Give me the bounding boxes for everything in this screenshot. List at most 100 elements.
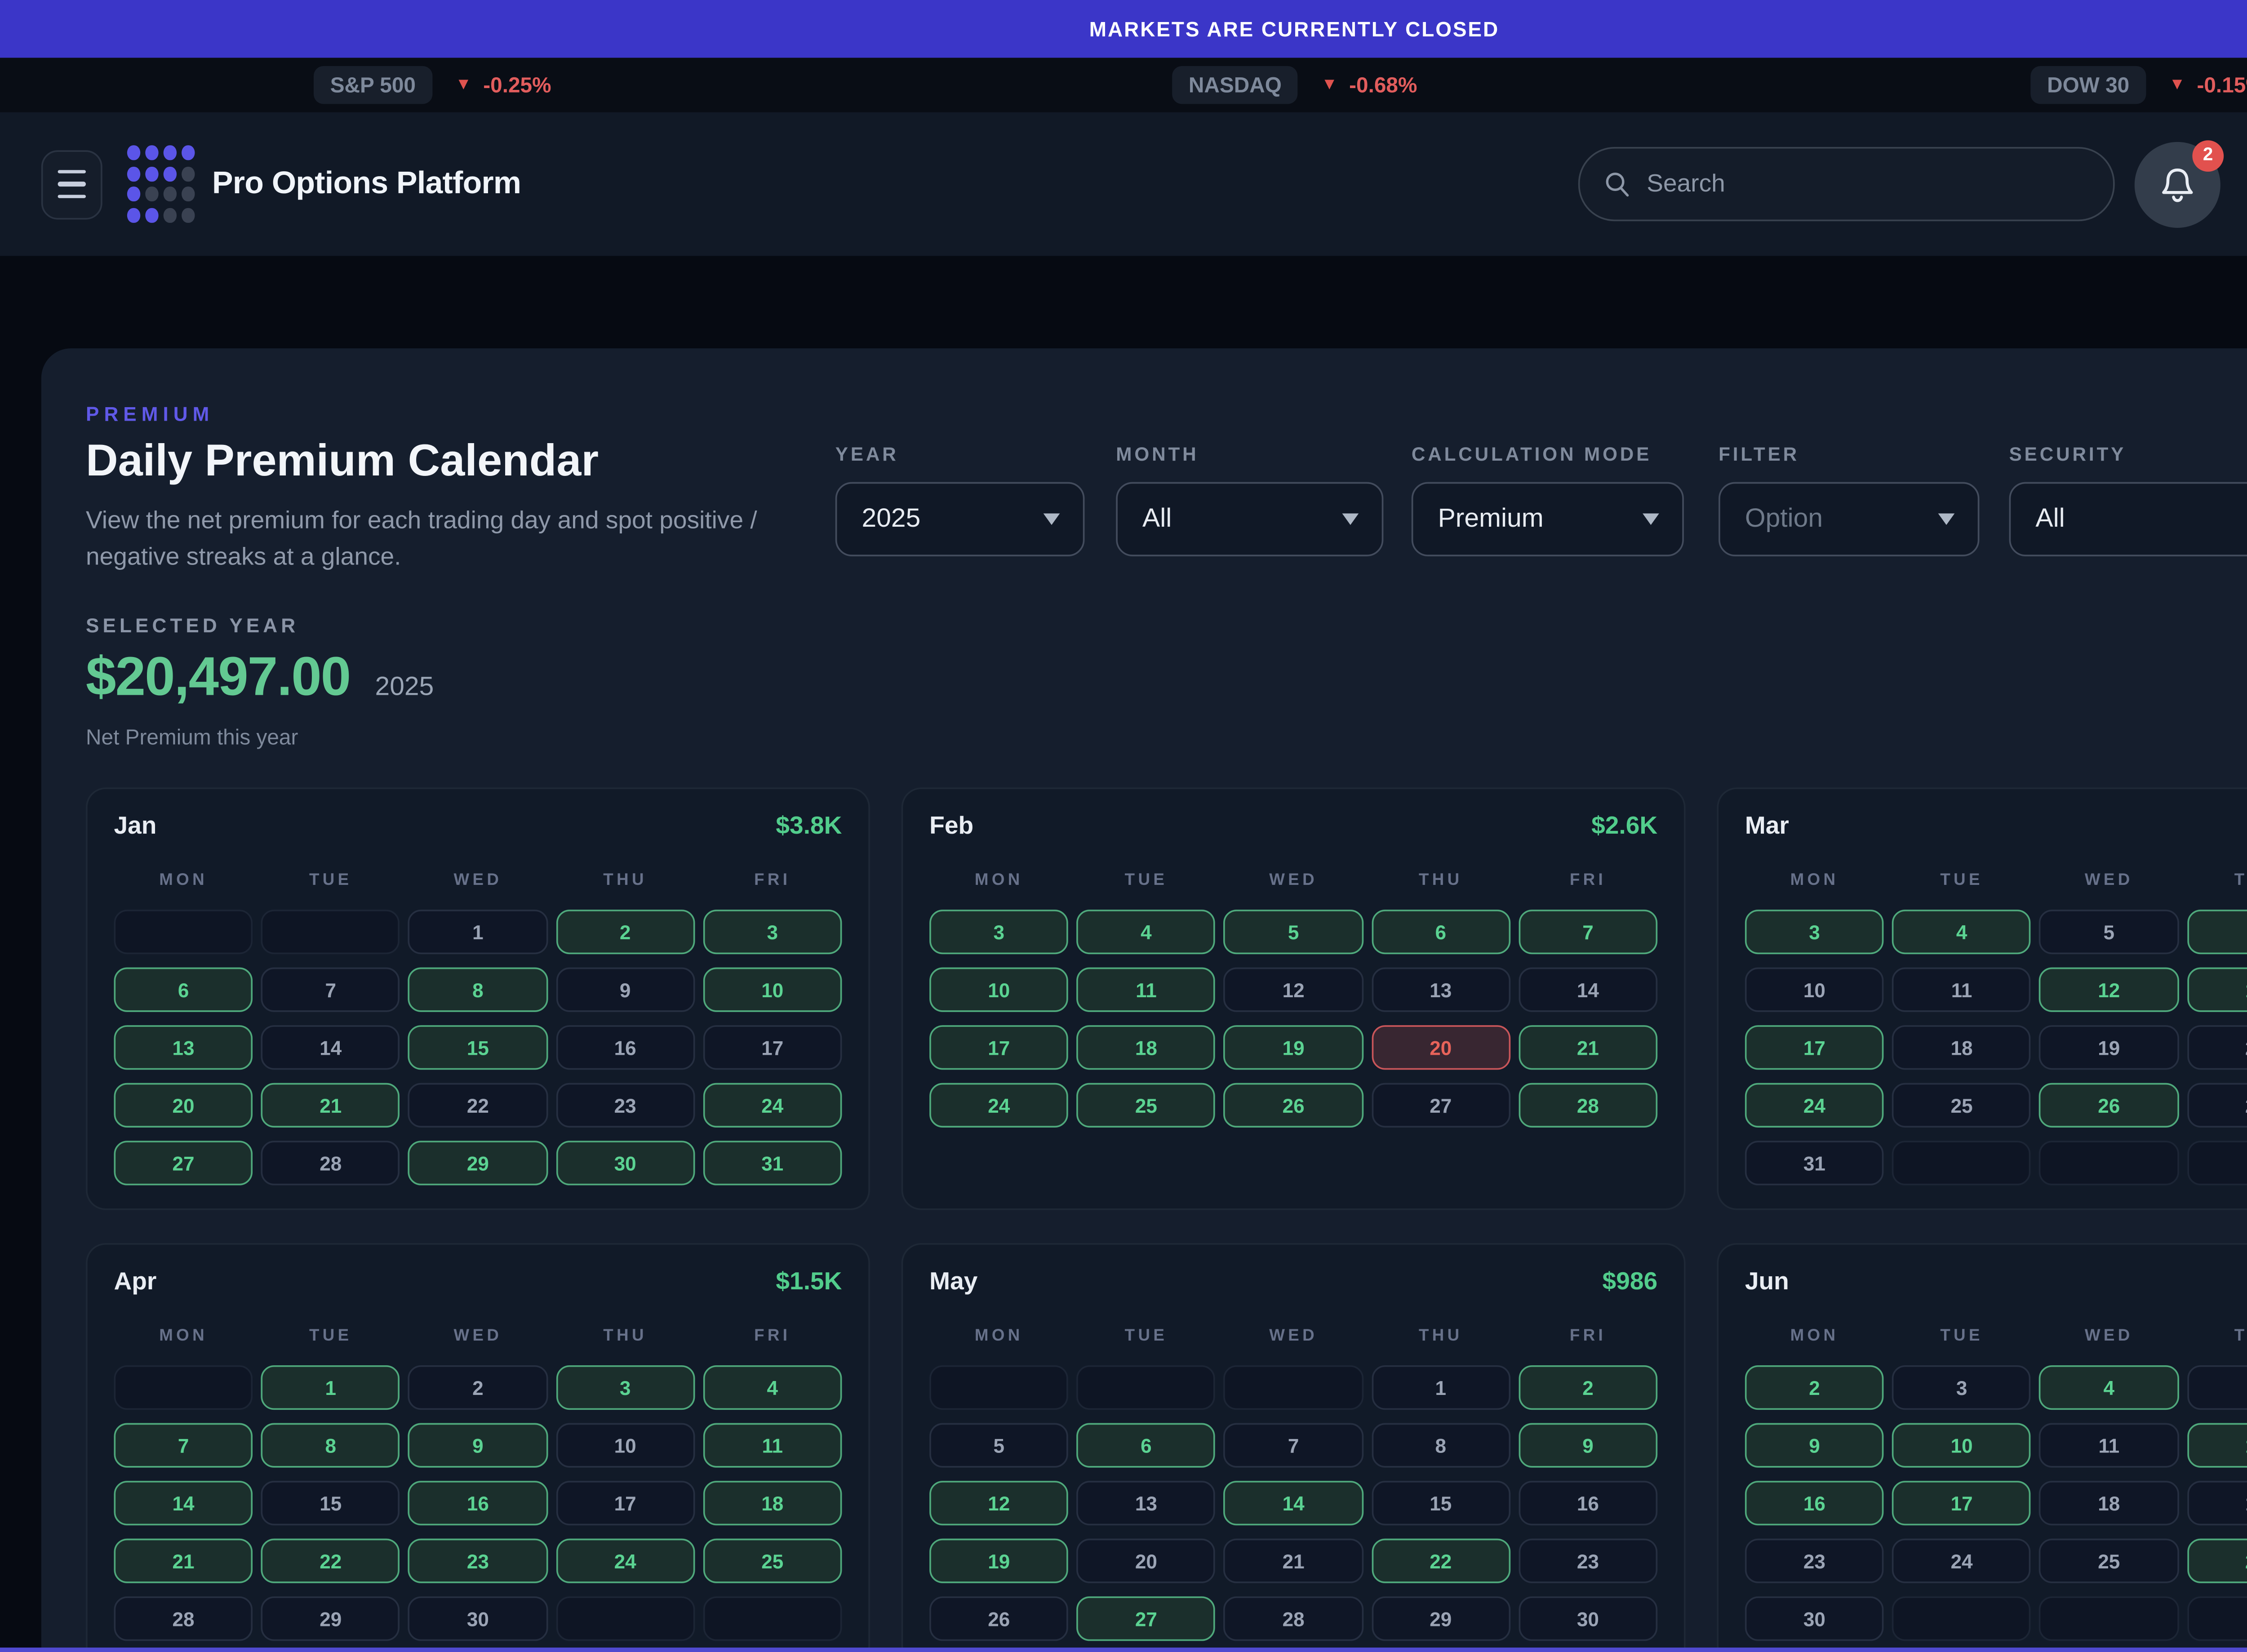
day-cell[interactable]: 28 (1224, 1596, 1363, 1641)
day-cell[interactable]: 17 (555, 1481, 695, 1526)
day-cell[interactable]: 29 (261, 1596, 400, 1641)
day-cell[interactable]: 20 (1371, 1025, 1510, 1070)
day-cell[interactable]: 17 (703, 1025, 842, 1070)
day-cell[interactable]: 28 (114, 1596, 253, 1641)
day-cell[interactable]: 22 (1371, 1538, 1510, 1583)
day-cell[interactable]: 19 (1224, 1025, 1363, 1070)
filter-select[interactable]: All (1116, 482, 1384, 556)
day-cell[interactable]: 25 (2039, 1538, 2179, 1583)
day-cell[interactable]: 26 (1224, 1083, 1363, 1128)
notifications-button[interactable]: 2 (2134, 139, 2224, 227)
filter-select[interactable]: All (2009, 482, 2247, 556)
day-cell[interactable]: 4 (1892, 910, 2031, 955)
day-cell[interactable]: 28 (261, 1141, 400, 1186)
day-cell[interactable]: 9 (1745, 1423, 1884, 1468)
day-cell[interactable]: 2 (408, 1365, 548, 1410)
day-cell[interactable]: 27 (2186, 1083, 2247, 1128)
day-cell[interactable]: 21 (261, 1083, 400, 1128)
day-cell[interactable]: 24 (555, 1538, 695, 1583)
day-cell[interactable]: 18 (703, 1481, 842, 1526)
search-input[interactable] (1647, 170, 2088, 198)
day-cell[interactable]: 30 (555, 1141, 695, 1186)
day-cell[interactable]: 5 (1224, 910, 1363, 955)
day-cell[interactable]: 17 (929, 1025, 1069, 1070)
day-cell[interactable]: 25 (1892, 1083, 2031, 1128)
day-cell[interactable]: 17 (1745, 1025, 1884, 1070)
day-cell[interactable]: 4 (1076, 910, 1216, 955)
day-cell[interactable]: 11 (1076, 967, 1216, 1012)
day-cell[interactable]: 1 (408, 910, 548, 955)
day-cell[interactable]: 29 (408, 1141, 548, 1186)
day-cell[interactable]: 22 (408, 1083, 548, 1128)
day-cell[interactable]: 10 (703, 967, 842, 1012)
day-cell[interactable]: 24 (703, 1083, 842, 1128)
day-cell[interactable]: 12 (1224, 967, 1363, 1012)
day-cell[interactable]: 16 (408, 1481, 548, 1526)
day-cell[interactable]: 4 (703, 1365, 842, 1410)
day-cell[interactable]: 18 (1076, 1025, 1216, 1070)
day-cell[interactable]: 18 (1892, 1025, 2031, 1070)
day-cell[interactable]: 3 (1892, 1365, 2031, 1410)
day-cell[interactable]: 10 (929, 967, 1069, 1012)
day-cell[interactable]: 15 (1371, 1481, 1510, 1526)
day-cell[interactable]: 23 (555, 1083, 695, 1128)
day-cell[interactable]: 16 (1518, 1481, 1658, 1526)
day-cell[interactable]: 3 (703, 910, 842, 955)
day-cell[interactable]: 24 (1745, 1083, 1884, 1128)
day-cell[interactable]: 2 (555, 910, 695, 955)
search-box[interactable] (1578, 147, 2115, 222)
day-cell[interactable]: 9 (555, 967, 695, 1012)
day-cell[interactable]: 13 (1076, 1481, 1216, 1526)
day-cell[interactable]: 31 (1745, 1141, 1884, 1186)
day-cell[interactable]: 15 (408, 1025, 548, 1070)
day-cell[interactable]: 13 (114, 1025, 253, 1070)
day-cell[interactable]: 27 (114, 1141, 253, 1186)
day-cell[interactable]: 12 (929, 1481, 1069, 1526)
day-cell[interactable]: 9 (408, 1423, 548, 1468)
day-cell[interactable]: 18 (2039, 1481, 2179, 1526)
day-cell[interactable]: 21 (1224, 1538, 1363, 1583)
day-cell[interactable]: 30 (1518, 1596, 1658, 1641)
day-cell[interactable]: 6 (1371, 910, 1510, 955)
day-cell[interactable]: 7 (1518, 910, 1658, 955)
day-cell[interactable]: 6 (114, 967, 253, 1012)
filter-select[interactable]: Option (1719, 482, 1980, 556)
day-cell[interactable]: 14 (261, 1025, 400, 1070)
day-cell[interactable]: 16 (555, 1025, 695, 1070)
day-cell[interactable]: 29 (1371, 1596, 1510, 1641)
day-cell[interactable]: 14 (1224, 1481, 1363, 1526)
hamburger-menu-button[interactable] (41, 149, 102, 219)
day-cell[interactable]: 7 (261, 967, 400, 1012)
day-cell[interactable]: 2 (1518, 1365, 1658, 1410)
day-cell[interactable]: 14 (114, 1481, 253, 1526)
day-cell[interactable]: 25 (703, 1538, 842, 1583)
day-cell[interactable]: 1 (1371, 1365, 1510, 1410)
day-cell[interactable]: 23 (1745, 1538, 1884, 1583)
day-cell[interactable]: 26 (929, 1596, 1069, 1641)
day-cell[interactable]: 17 (1892, 1481, 2031, 1526)
day-cell[interactable]: 20 (2186, 1025, 2247, 1070)
day-cell[interactable]: 16 (1745, 1481, 1884, 1526)
day-cell[interactable]: 21 (1518, 1025, 1658, 1070)
day-cell[interactable]: 26 (2186, 1538, 2247, 1583)
day-cell[interactable]: 8 (1371, 1423, 1510, 1468)
day-cell[interactable]: 10 (555, 1423, 695, 1468)
day-cell[interactable]: 19 (2186, 1481, 2247, 1526)
day-cell[interactable]: 5 (929, 1423, 1069, 1468)
day-cell[interactable]: 3 (555, 1365, 695, 1410)
day-cell[interactable]: 24 (929, 1083, 1069, 1128)
day-cell[interactable]: 26 (2039, 1083, 2179, 1128)
day-cell[interactable]: 13 (1371, 967, 1510, 1012)
day-cell[interactable]: 1 (261, 1365, 400, 1410)
day-cell[interactable]: 11 (703, 1423, 842, 1468)
day-cell[interactable]: 19 (929, 1538, 1069, 1583)
day-cell[interactable]: 21 (114, 1538, 253, 1583)
day-cell[interactable]: 27 (1076, 1596, 1216, 1641)
day-cell[interactable]: 9 (1518, 1423, 1658, 1468)
day-cell[interactable]: 23 (1518, 1538, 1658, 1583)
day-cell[interactable]: 10 (1745, 967, 1884, 1012)
day-cell[interactable]: 5 (2039, 910, 2179, 955)
day-cell[interactable]: 6 (2186, 910, 2247, 955)
day-cell[interactable]: 7 (1224, 1423, 1363, 1468)
day-cell[interactable]: 12 (2039, 967, 2179, 1012)
